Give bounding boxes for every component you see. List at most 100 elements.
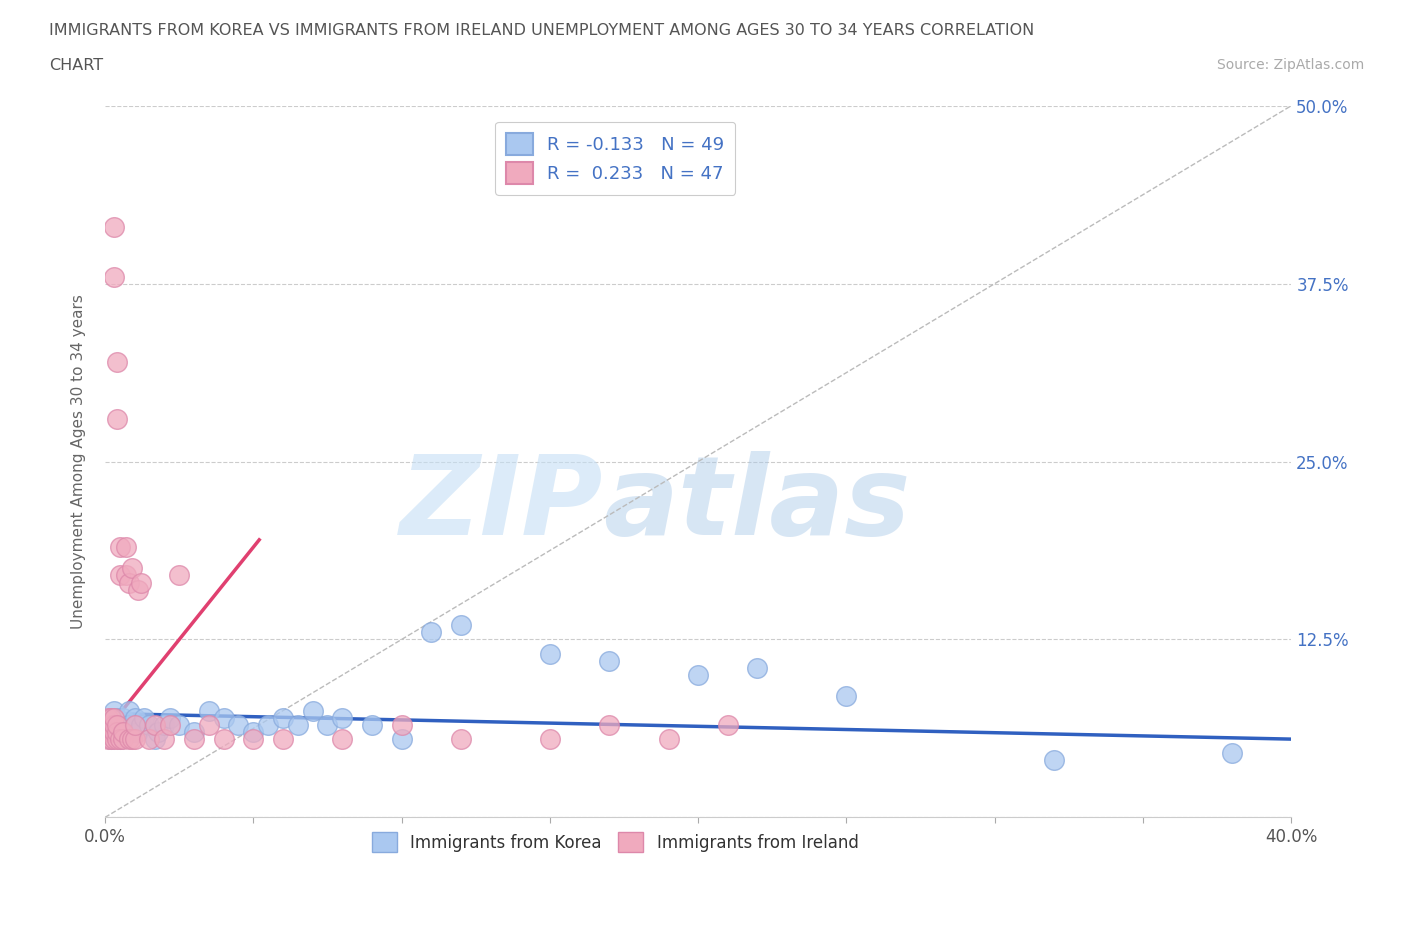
- Point: [145, 732, 167, 747]
- Point: [97, 732, 120, 747]
- Legend: Immigrants from Korea, Immigrants from Ireland: Immigrants from Korea, Immigrants from I…: [366, 825, 865, 859]
- Point: [688, 668, 710, 683]
- Point: [138, 717, 160, 732]
- Point: [167, 568, 190, 583]
- Point: [97, 711, 120, 725]
- Text: ZIP: ZIP: [399, 451, 603, 558]
- Point: [103, 711, 125, 725]
- Point: [100, 717, 122, 732]
- Point: [124, 711, 146, 725]
- Point: [121, 561, 143, 576]
- Point: [420, 625, 443, 640]
- Point: [242, 724, 264, 739]
- Point: [97, 724, 120, 739]
- Point: [153, 717, 176, 732]
- Text: IMMIGRANTS FROM KOREA VS IMMIGRANTS FROM IRELAND UNEMPLOYMENT AMONG AGES 30 TO 3: IMMIGRANTS FROM KOREA VS IMMIGRANTS FROM…: [49, 23, 1035, 38]
- Y-axis label: Unemployment Among Ages 30 to 34 years: Unemployment Among Ages 30 to 34 years: [72, 294, 86, 629]
- Point: [105, 354, 128, 369]
- Point: [108, 717, 131, 732]
- Point: [103, 732, 125, 747]
- Point: [118, 717, 141, 732]
- Point: [124, 717, 146, 732]
- Point: [153, 732, 176, 747]
- Point: [100, 711, 122, 725]
- Point: [330, 711, 353, 725]
- Point: [124, 732, 146, 747]
- Point: [118, 575, 141, 590]
- Point: [361, 717, 384, 732]
- Point: [450, 618, 472, 632]
- Point: [108, 732, 131, 747]
- Point: [301, 703, 323, 718]
- Point: [138, 732, 160, 747]
- Point: [167, 717, 190, 732]
- Text: atlas: atlas: [603, 451, 911, 558]
- Point: [118, 703, 141, 718]
- Point: [183, 724, 205, 739]
- Point: [108, 539, 131, 554]
- Point: [287, 717, 309, 732]
- Point: [159, 717, 181, 732]
- Point: [124, 717, 146, 732]
- Point: [835, 689, 858, 704]
- Point: [100, 711, 122, 725]
- Point: [271, 732, 294, 747]
- Point: [114, 568, 136, 583]
- Point: [198, 717, 221, 732]
- Point: [198, 703, 221, 718]
- Point: [450, 732, 472, 747]
- Point: [212, 732, 235, 747]
- Point: [114, 724, 136, 739]
- Point: [212, 711, 235, 725]
- Point: [114, 539, 136, 554]
- Point: [127, 582, 149, 597]
- Point: [538, 646, 561, 661]
- Point: [598, 717, 620, 732]
- Point: [111, 724, 134, 739]
- Point: [97, 717, 120, 732]
- Point: [271, 711, 294, 725]
- Point: [1220, 746, 1243, 761]
- Point: [111, 711, 134, 725]
- Point: [100, 732, 122, 747]
- Point: [100, 724, 122, 739]
- Point: [103, 717, 125, 732]
- Point: [114, 717, 136, 732]
- Point: [598, 654, 620, 669]
- Point: [132, 711, 155, 725]
- Point: [103, 219, 125, 234]
- Point: [257, 717, 280, 732]
- Point: [108, 732, 131, 747]
- Point: [242, 732, 264, 747]
- Point: [111, 732, 134, 747]
- Point: [183, 732, 205, 747]
- Point: [111, 724, 134, 739]
- Point: [1043, 753, 1066, 768]
- Point: [129, 575, 152, 590]
- Point: [538, 732, 561, 747]
- Point: [105, 411, 128, 426]
- Point: [316, 717, 339, 732]
- Point: [103, 724, 125, 739]
- Point: [657, 732, 679, 747]
- Point: [159, 711, 181, 725]
- Point: [148, 724, 170, 739]
- Point: [129, 717, 152, 732]
- Point: [127, 724, 149, 739]
- Point: [145, 717, 167, 732]
- Point: [105, 711, 128, 725]
- Point: [100, 732, 122, 747]
- Point: [747, 660, 769, 675]
- Point: [391, 717, 413, 732]
- Point: [105, 717, 128, 732]
- Point: [121, 724, 143, 739]
- Point: [103, 703, 125, 718]
- Point: [105, 724, 128, 739]
- Point: [103, 724, 125, 739]
- Text: CHART: CHART: [49, 58, 103, 73]
- Point: [391, 732, 413, 747]
- Point: [105, 717, 128, 732]
- Text: Source: ZipAtlas.com: Source: ZipAtlas.com: [1216, 58, 1364, 72]
- Point: [97, 724, 120, 739]
- Point: [108, 568, 131, 583]
